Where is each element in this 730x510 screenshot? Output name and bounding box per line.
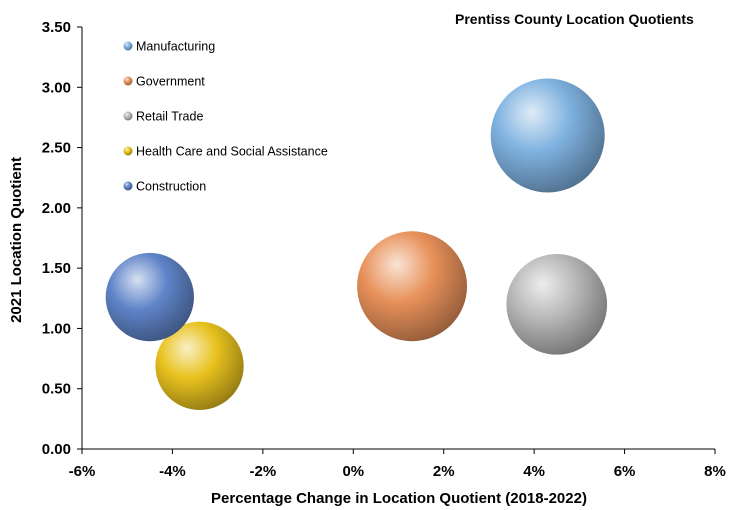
y-tick-label: 2.50: [42, 140, 71, 157]
chart-title: Prentiss County Location Quotients: [455, 11, 694, 27]
legend-label: Retail Trade: [136, 110, 203, 124]
x-axis-ticks: -6% -4% -2% 0% 2% 4% 6% 8%: [69, 449, 726, 480]
bubbles: [105, 78, 608, 410]
y-axis-ticks: 0.00 0.50 1.00 1.50 2.00 2.50 3.00 3.50: [42, 19, 82, 458]
legend-marker-government: [123, 76, 133, 86]
x-tick-label: 0%: [342, 463, 364, 480]
legend-label: Construction: [136, 180, 206, 194]
bubble-government: [357, 231, 468, 342]
bubble-manufacturing: [490, 78, 605, 193]
x-tick-label: -6%: [69, 463, 96, 480]
x-axis-title: Percentage Change in Location Quotient (…: [211, 490, 587, 507]
bubble-construction: [105, 252, 194, 342]
legend-label: Government: [136, 75, 205, 89]
legend-marker-health-care-and-social-assistance: [123, 146, 133, 156]
legend: Manufacturing Government Retail Trade Healt…: [123, 40, 328, 194]
y-tick-label: 0.00: [42, 441, 71, 458]
legend-marker-retail-trade: [123, 111, 133, 121]
bubble-health-care-and-social-assistance: [155, 321, 244, 410]
legend-label: Health Care and Social Assistance: [136, 145, 328, 159]
y-tick-label: 0.50: [42, 381, 71, 398]
legend-marker-construction: [123, 181, 133, 191]
x-tick-label: 4%: [523, 463, 545, 480]
y-axis-title: 2021 Location Quotient: [8, 157, 25, 323]
y-tick-label: 1.50: [42, 260, 71, 277]
x-tick-label: -2%: [250, 463, 277, 480]
y-tick-label: 2.00: [42, 200, 71, 217]
y-tick-label: 3.00: [42, 79, 71, 96]
axes: [81, 27, 715, 450]
legend-label: Manufacturing: [136, 40, 215, 54]
y-tick-label: 3.50: [42, 19, 71, 36]
x-tick-label: 6%: [614, 463, 636, 480]
y-tick-label: 1.00: [42, 320, 71, 337]
x-tick-label: 8%: [704, 463, 726, 480]
x-tick-label: 2%: [433, 463, 455, 480]
legend-marker-manufacturing: [123, 41, 133, 51]
bubble-retail-trade: [506, 253, 608, 355]
x-tick-label: -4%: [159, 463, 186, 480]
